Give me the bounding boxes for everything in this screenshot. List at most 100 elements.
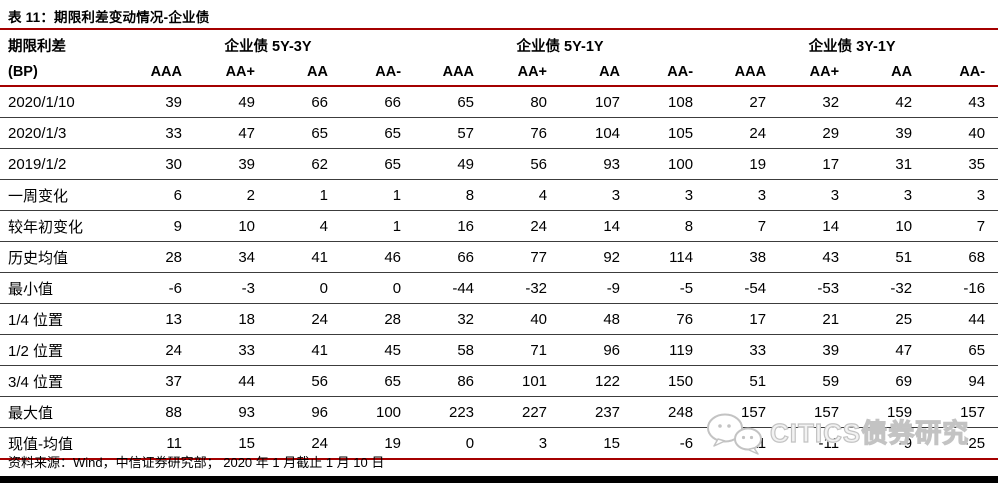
table-cell: 92 <box>560 241 634 273</box>
table-cell: 96 <box>560 334 634 366</box>
table-cell: 4 <box>268 210 341 242</box>
table-cell: 29 <box>779 117 853 149</box>
table-cell: 40 <box>487 303 561 335</box>
table-cell: 3 <box>779 179 853 211</box>
table-cell: 32 <box>779 86 853 118</box>
table-cell: 47 <box>852 334 926 366</box>
table-cell: 21 <box>779 303 853 335</box>
table-cell: 69 <box>852 365 926 397</box>
table-row: 2020/1/3 33 47 65 65 57 76 104 105 24 29 39 40 <box>0 117 998 149</box>
table-cell: 3 <box>487 427 561 460</box>
table-cell: 7 <box>706 210 780 242</box>
table-cell: 3 <box>925 179 998 211</box>
table-title: 表 11：期限利差变动情况-企业债 <box>8 10 210 25</box>
table-cell: 24 <box>268 427 341 460</box>
column-header-rating: AA+ <box>195 58 268 87</box>
table-cell: 24 <box>706 117 780 149</box>
table-row: 一周变化 6 2 1 1 8 4 3 3 3 3 3 3 <box>0 179 998 211</box>
table-cell: 76 <box>487 117 561 149</box>
table-row: 现值-均值 11 15 24 19 0 3 15 -6 -11 -11 -9 -25 <box>0 427 998 460</box>
table-cell: 44 <box>925 303 998 335</box>
table-cell: 48 <box>560 303 634 335</box>
row-label: 2020/1/3 <box>0 117 122 149</box>
column-header-rating: AA <box>268 58 341 87</box>
table-cell: 34 <box>195 241 268 273</box>
table-cell: -32 <box>852 272 926 304</box>
table-cell: 4 <box>487 179 561 211</box>
table-cell: 7 <box>925 210 998 242</box>
table-cell: 39 <box>779 334 853 366</box>
table-cell: 32 <box>414 303 488 335</box>
table-cell: 157 <box>706 396 780 428</box>
table-cell: 248 <box>633 396 707 428</box>
table-cell: 223 <box>414 396 488 428</box>
table-cell: 11 <box>122 427 195 460</box>
rating-header-row: (BP) AAA AA+ AA AA- AAA AA+ AA AA- AAA AA+ AA AA- <box>0 58 998 87</box>
table-cell: 62 <box>268 148 341 180</box>
table-cell: 2 <box>195 179 268 211</box>
row-label: 较年初变化 <box>0 210 122 242</box>
column-header-rating: AAA <box>414 58 488 87</box>
table-cell: 24 <box>122 334 195 366</box>
table-cell: 114 <box>633 241 707 273</box>
table-cell: -6 <box>122 272 195 304</box>
table-row: 3/4 位置 37 44 56 65 86 101 122 150 51 59 69 94 <box>0 365 998 397</box>
table-cell: 66 <box>268 86 341 118</box>
table-cell: 88 <box>122 396 195 428</box>
table-cell: -9 <box>852 427 926 460</box>
top-rule <box>0 28 998 30</box>
table-cell: 8 <box>633 210 707 242</box>
table-cell: 58 <box>414 334 488 366</box>
table-cell: 65 <box>414 86 488 118</box>
table-cell: -6 <box>633 427 707 460</box>
table-cell: 1 <box>341 179 415 211</box>
table-cell: -54 <box>706 272 780 304</box>
column-header-rating: AA+ <box>779 58 853 87</box>
table-cell: 57 <box>414 117 488 149</box>
table-cell: 157 <box>925 396 998 428</box>
table-cell: 37 <box>122 365 195 397</box>
table-cell: -3 <box>195 272 268 304</box>
group-header-3y1y: 企业债 3Y-1Y <box>808 38 896 55</box>
row-label: 一周变化 <box>0 179 122 211</box>
table-row: 1/2 位置 24 33 41 45 58 71 96 119 33 39 47 65 <box>0 334 998 366</box>
table-cell: 46 <box>341 241 415 273</box>
table-cell: 39 <box>122 86 195 118</box>
table-cell: 65 <box>341 148 415 180</box>
table-cell: 33 <box>706 334 780 366</box>
table-cell: 16 <box>414 210 488 242</box>
table-cell: 31 <box>852 148 926 180</box>
table-cell: 59 <box>779 365 853 397</box>
table-cell: 35 <box>925 148 998 180</box>
table-cell: -11 <box>779 427 853 460</box>
table-cell: 45 <box>341 334 415 366</box>
row-label: 最大值 <box>0 396 122 428</box>
column-header-rating: AA- <box>925 58 998 87</box>
column-header-rating: AA- <box>341 58 415 87</box>
source-note: 资料来源：Wind，中信证券研究部； 2020 年 1 月截止 1 月 10 日 <box>8 455 385 470</box>
table-cell: 150 <box>633 365 707 397</box>
table-cell: 43 <box>925 86 998 118</box>
table-cell: 93 <box>560 148 634 180</box>
table-cell: 3 <box>706 179 780 211</box>
table-cell: 65 <box>268 117 341 149</box>
table-cell: 17 <box>706 303 780 335</box>
table-cell: -11 <box>706 427 780 460</box>
table-cell: 0 <box>341 272 415 304</box>
table-cell: 41 <box>268 334 341 366</box>
table-cell: -16 <box>925 272 998 304</box>
table-cell: 159 <box>852 396 926 428</box>
table-row: 最小值 -6 -3 0 0 -44 -32 -9 -5 -54 -53 -32 -16 <box>0 272 998 304</box>
table-cell: 101 <box>487 365 561 397</box>
table-cell: -9 <box>560 272 634 304</box>
table-cell: 14 <box>560 210 634 242</box>
row-label: 1/2 位置 <box>0 334 122 366</box>
table-cell: 1 <box>341 210 415 242</box>
table-cell: 47 <box>195 117 268 149</box>
table-cell: 1 <box>268 179 341 211</box>
group-header-row: 期限利差 企业债 5Y-3Y 企业债 5Y-1Y 企业债 3Y-1Y <box>0 32 998 58</box>
table-cell: 94 <box>925 365 998 397</box>
table-cell: 3 <box>633 179 707 211</box>
table-row: 历史均值 28 34 41 46 66 77 92 114 38 43 51 68 <box>0 241 998 273</box>
table-cell: 68 <box>925 241 998 273</box>
